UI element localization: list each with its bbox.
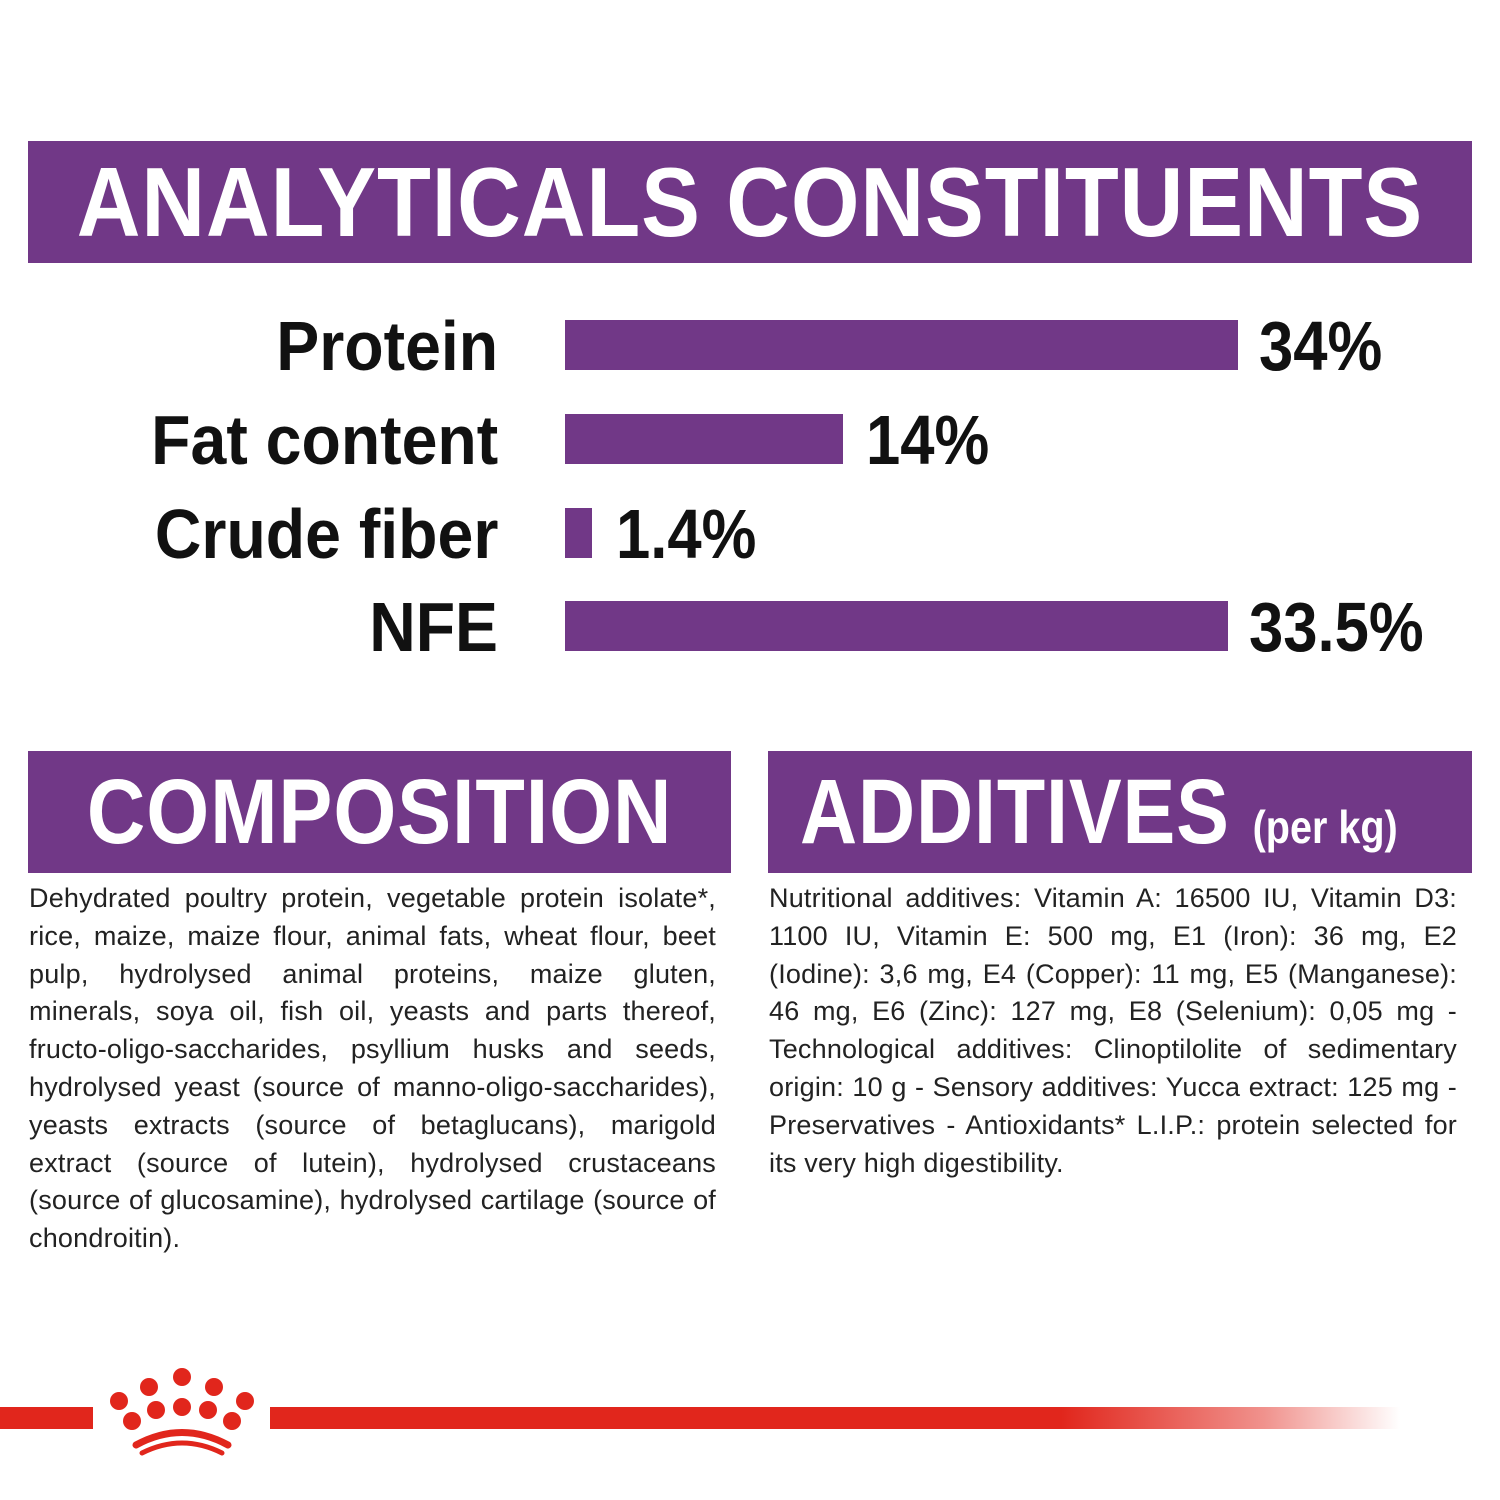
chart-row-fat: Fat content 14% xyxy=(0,401,1500,479)
row-label: Protein xyxy=(276,307,498,385)
analytical-constituents-banner: ANALYTICALS CONSTITUENTS xyxy=(28,141,1472,263)
additives-title: ADDITIVES xyxy=(800,760,1230,863)
additives-subtitle: (per kg) xyxy=(1252,800,1398,853)
additives-title-wrap: ADDITIVES (per kg) xyxy=(800,760,1398,865)
chart-row-protein: Protein 34% xyxy=(0,307,1500,385)
value-label: 33.5% xyxy=(1249,588,1424,666)
value-label: 34% xyxy=(1259,307,1383,385)
footer-red-line-left xyxy=(0,1407,93,1429)
bar-protein xyxy=(565,320,1238,370)
bar-fat xyxy=(565,414,843,464)
additives-banner: ADDITIVES (per kg) xyxy=(768,751,1472,873)
additives-text: Nutritional additives: Vitamin A: 16500 … xyxy=(769,883,1457,1178)
value-label: 14% xyxy=(866,401,990,479)
footer-red-line-right xyxy=(270,1407,1400,1429)
row-label: Crude fiber xyxy=(154,495,498,573)
bar-nfe xyxy=(565,601,1228,651)
crown-logo-icon xyxy=(110,1368,254,1456)
composition-text: Dehydrated poultry protein, vegetable pr… xyxy=(29,883,716,1254)
composition-banner: COMPOSITION xyxy=(28,751,731,873)
value-label: 1.4% xyxy=(616,495,757,573)
row-label: Fat content xyxy=(150,401,498,479)
section-title: ANALYTICALS CONSTITUENTS xyxy=(76,146,1424,257)
chart-row-fiber: Crude fiber 1.4% xyxy=(0,495,1500,573)
row-label: NFE xyxy=(369,588,498,666)
bar-fiber xyxy=(565,508,592,558)
composition-title: COMPOSITION xyxy=(86,760,673,863)
chart-row-nfe: NFE 33.5% xyxy=(0,588,1500,666)
